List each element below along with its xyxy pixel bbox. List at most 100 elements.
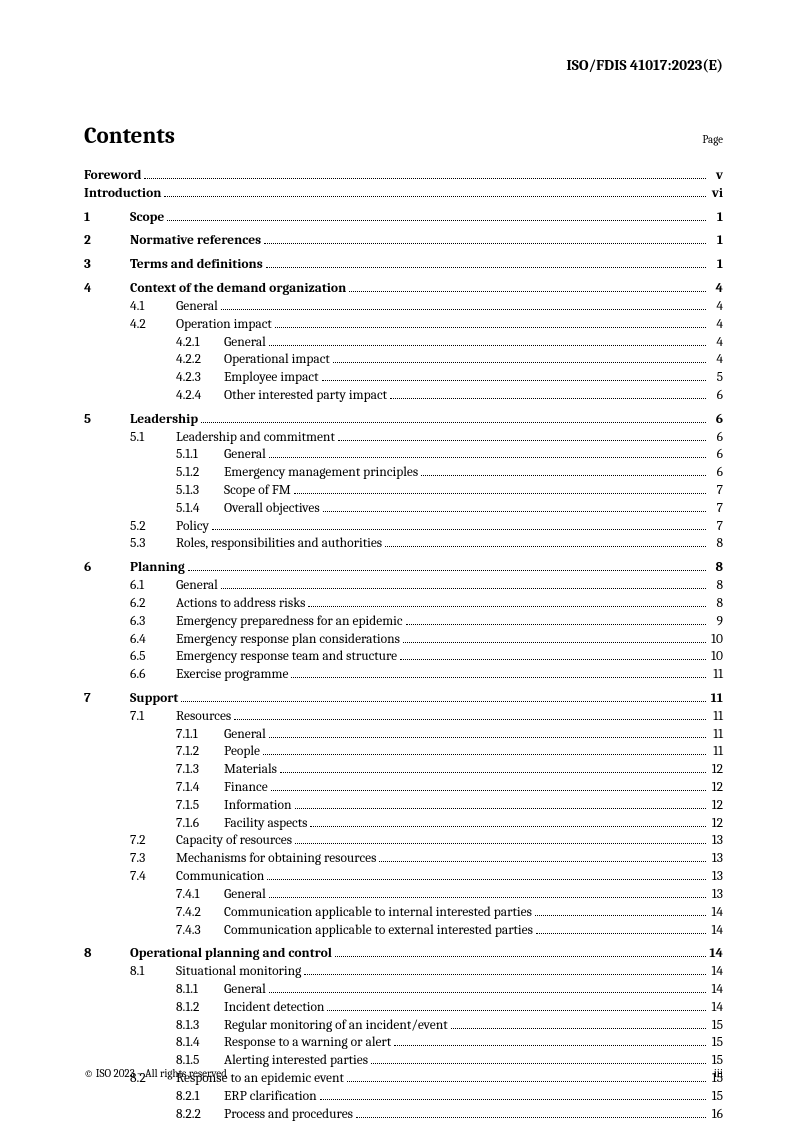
toc-entry: 7.1.2People11 bbox=[84, 743, 723, 761]
toc-leader-dots bbox=[144, 178, 706, 179]
toc-entry: 6.6Exercise programme11 bbox=[84, 666, 723, 684]
toc-leader-dots bbox=[267, 879, 706, 880]
contents-heading-row: Contents Page bbox=[84, 122, 723, 149]
toc-entry: 6Planning8 bbox=[84, 559, 723, 577]
toc-leader-dots bbox=[221, 309, 706, 310]
toc-subsection-number: 5.3 bbox=[130, 535, 176, 553]
toc-entry-title: General bbox=[224, 981, 266, 999]
toc-leader-dots bbox=[294, 493, 706, 494]
toc-page-number: 13 bbox=[709, 886, 723, 904]
table-of-contents: ForewordvIntroductionvi1Scope12Normative… bbox=[84, 167, 723, 1123]
toc-section-number: 2 bbox=[84, 232, 130, 250]
toc-entry-title: Normative references bbox=[130, 232, 261, 250]
toc-entry-title: Support bbox=[130, 690, 178, 708]
toc-page-number: 14 bbox=[709, 999, 723, 1017]
toc-page-number: 8 bbox=[709, 535, 723, 553]
toc-page-number: 6 bbox=[709, 429, 723, 447]
toc-section-number: 1 bbox=[84, 209, 130, 227]
toc-page-number: 14 bbox=[709, 945, 723, 963]
toc-page-number: 14 bbox=[709, 981, 723, 999]
toc-entry: 1Scope1 bbox=[84, 209, 723, 227]
toc-subsubsection-number: 7.1.4 bbox=[176, 779, 224, 797]
toc-leader-dots bbox=[323, 511, 706, 512]
toc-entry-title: Emergency preparedness for an epidemic bbox=[176, 613, 403, 631]
toc-section-number: 4 bbox=[84, 280, 130, 298]
toc-entry-title: Mechanisms for obtaining resources bbox=[176, 850, 376, 868]
toc-subsubsection-number: 4.2.2 bbox=[176, 351, 224, 369]
toc-leader-dots bbox=[188, 570, 706, 571]
toc-leader-dots bbox=[379, 861, 706, 862]
toc-page-number: 11 bbox=[709, 666, 723, 684]
toc-entry: 7.3Mechanisms for obtaining resources13 bbox=[84, 850, 723, 868]
toc-entry-title: Foreword bbox=[84, 167, 141, 185]
toc-leader-dots bbox=[221, 588, 706, 589]
toc-page-number: 12 bbox=[709, 815, 723, 833]
toc-entry: 8.1.3Regular monitoring of an incident/e… bbox=[84, 1017, 723, 1035]
toc-page-number: 6 bbox=[709, 411, 723, 429]
toc-page-number: 15 bbox=[709, 1017, 723, 1035]
toc-subsubsection-number: 8.1.1 bbox=[176, 981, 224, 999]
toc-subsubsection-number: 7.1.5 bbox=[176, 797, 224, 815]
toc-entry: 7.1Resources 11 bbox=[84, 708, 723, 726]
toc-entry-title: Incident detection bbox=[224, 999, 324, 1017]
toc-leader-dots bbox=[291, 677, 706, 678]
toc-page-number: 4 bbox=[709, 316, 723, 334]
toc-subsubsection-number: 5.1.1 bbox=[176, 446, 224, 464]
toc-leader-dots bbox=[264, 243, 706, 244]
toc-leader-dots bbox=[338, 440, 706, 441]
toc-entry: 3Terms and definitions1 bbox=[84, 256, 723, 274]
toc-leader-dots bbox=[167, 220, 706, 221]
toc-page-number: 13 bbox=[709, 832, 723, 850]
toc-subsubsection-number: 8.1.3 bbox=[176, 1017, 224, 1035]
toc-entry: 8.1.1General 14 bbox=[84, 981, 723, 999]
toc-leader-dots bbox=[390, 398, 706, 399]
toc-page-number: 15 bbox=[709, 1034, 723, 1052]
toc-entry: 6.1General8 bbox=[84, 577, 723, 595]
toc-entry-title: General bbox=[224, 334, 266, 352]
page-label: Page bbox=[702, 133, 723, 146]
toc-entry-title: Terms and definitions bbox=[130, 256, 263, 274]
toc-subsection-number: 4.2 bbox=[130, 316, 176, 334]
toc-entry: 5.1.2Emergency management principles6 bbox=[84, 464, 723, 482]
toc-page-number: 6 bbox=[709, 446, 723, 464]
toc-subsubsection-number: 7.1.3 bbox=[176, 761, 224, 779]
toc-leader-dots bbox=[535, 915, 706, 916]
toc-leader-dots bbox=[320, 1099, 706, 1100]
toc-subsection-number: 4.1 bbox=[130, 298, 176, 316]
toc-leader-dots bbox=[385, 546, 706, 547]
toc-page-number: 6 bbox=[709, 387, 723, 405]
toc-subsection-number: 8.1 bbox=[130, 963, 176, 981]
toc-subsubsection-number: 8.2.2 bbox=[176, 1106, 224, 1123]
toc-subsubsection-number: 7.4.1 bbox=[176, 886, 224, 904]
toc-entry-title: ERP clarification bbox=[224, 1088, 317, 1106]
toc-leader-dots bbox=[403, 642, 706, 643]
toc-entry: 4.1General4 bbox=[84, 298, 723, 316]
toc-entry: 7.1.5Information12 bbox=[84, 797, 723, 815]
toc-page-number: 1 bbox=[709, 209, 723, 227]
toc-subsection-number: 7.1 bbox=[130, 708, 176, 726]
toc-section-number: 6 bbox=[84, 559, 130, 577]
toc-page-number: 11 bbox=[709, 743, 723, 761]
toc-entry-title: Introduction bbox=[84, 185, 161, 203]
toc-entry: 5Leadership6 bbox=[84, 411, 723, 429]
toc-entry: 4.2Operation impact4 bbox=[84, 316, 723, 334]
toc-entry: 6.4Emergency response plan consideration… bbox=[84, 631, 723, 649]
toc-leader-dots bbox=[451, 1028, 706, 1029]
toc-entry-title: Regular monitoring of an incident/event bbox=[224, 1017, 448, 1035]
toc-entry-title: Resources bbox=[176, 708, 231, 726]
toc-page-number: 1 bbox=[709, 232, 723, 250]
toc-section-number: 3 bbox=[84, 256, 130, 274]
toc-leader-dots bbox=[295, 808, 706, 809]
toc-entry-title: General bbox=[224, 886, 266, 904]
toc-entry: 7.1.1General11 bbox=[84, 726, 723, 744]
toc-subsubsection-number: 5.1.2 bbox=[176, 464, 224, 482]
toc-entry: 7.4.3Communication applicable to externa… bbox=[84, 922, 723, 940]
toc-entry-title: Information bbox=[224, 797, 292, 815]
toc-page-number: 11 bbox=[709, 708, 723, 726]
toc-entry: 7.4.1General 13 bbox=[84, 886, 723, 904]
toc-entry: 4.2.3Employee impact5 bbox=[84, 369, 723, 387]
toc-entry-title: Operational planning and control bbox=[130, 945, 332, 963]
footer-copyright: © ISO 2023 – All rights reserved bbox=[84, 1067, 227, 1080]
toc-page-number: 10 bbox=[709, 631, 723, 649]
toc-entry: 5.1.4Overall objectives7 bbox=[84, 500, 723, 518]
